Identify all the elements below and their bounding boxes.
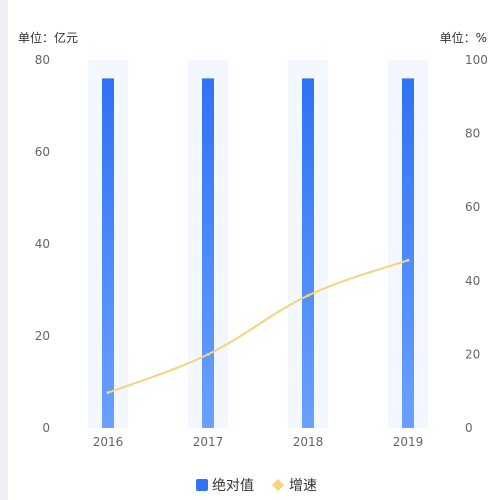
line-point[interactable] — [206, 352, 210, 356]
right-axis-unit: 单位：% — [440, 30, 487, 45]
bar[interactable] — [202, 78, 214, 429]
x-tick-label: 2017 — [193, 435, 224, 449]
line-point[interactable] — [306, 294, 310, 298]
x-tick-label: 2018 — [293, 435, 324, 449]
left-tick-label: 60 — [35, 145, 50, 159]
left-axis-unit: 单位：亿元 — [18, 30, 78, 45]
legend-line-label: 增速 — [289, 478, 317, 494]
right-tick-label: 100 — [465, 53, 488, 67]
x-tick-label: 2019 — [393, 435, 424, 449]
line-series — [106, 258, 410, 395]
line-point[interactable] — [106, 391, 110, 395]
legend: 绝对值 增速 — [196, 478, 317, 494]
growth-line[interactable] — [107, 259, 409, 394]
right-tick-label: 0 — [465, 421, 473, 435]
line-point[interactable] — [406, 258, 410, 262]
legend-line-swatch — [272, 479, 284, 491]
x-tick-label: 2016 — [93, 435, 124, 449]
bar[interactable] — [402, 78, 414, 429]
left-tick-label: 0 — [42, 421, 50, 435]
left-axis-ticks: 0 20 40 60 80 — [35, 53, 50, 435]
bar[interactable] — [302, 78, 314, 429]
left-tick-label: 20 — [35, 329, 50, 343]
legend-item-line[interactable]: 增速 — [272, 478, 317, 494]
legend-bar-swatch — [196, 479, 208, 491]
right-tick-label: 60 — [465, 200, 480, 214]
right-tick-label: 20 — [465, 347, 480, 361]
bar[interactable] — [102, 78, 114, 429]
bar-tracks — [88, 60, 428, 428]
right-tick-label: 40 — [465, 274, 480, 288]
legend-item-bar[interactable]: 绝对值 — [196, 478, 254, 494]
x-axis-ticks: 2016 2017 2018 2019 — [93, 435, 424, 449]
left-tick-label: 40 — [35, 237, 50, 251]
left-tick-label: 80 — [35, 53, 50, 67]
right-axis-ticks: 0 20 40 60 80 100 — [465, 53, 488, 435]
legend-bar-label: 绝对值 — [212, 478, 254, 494]
bar-series — [102, 78, 414, 429]
right-tick-label: 80 — [465, 127, 480, 141]
